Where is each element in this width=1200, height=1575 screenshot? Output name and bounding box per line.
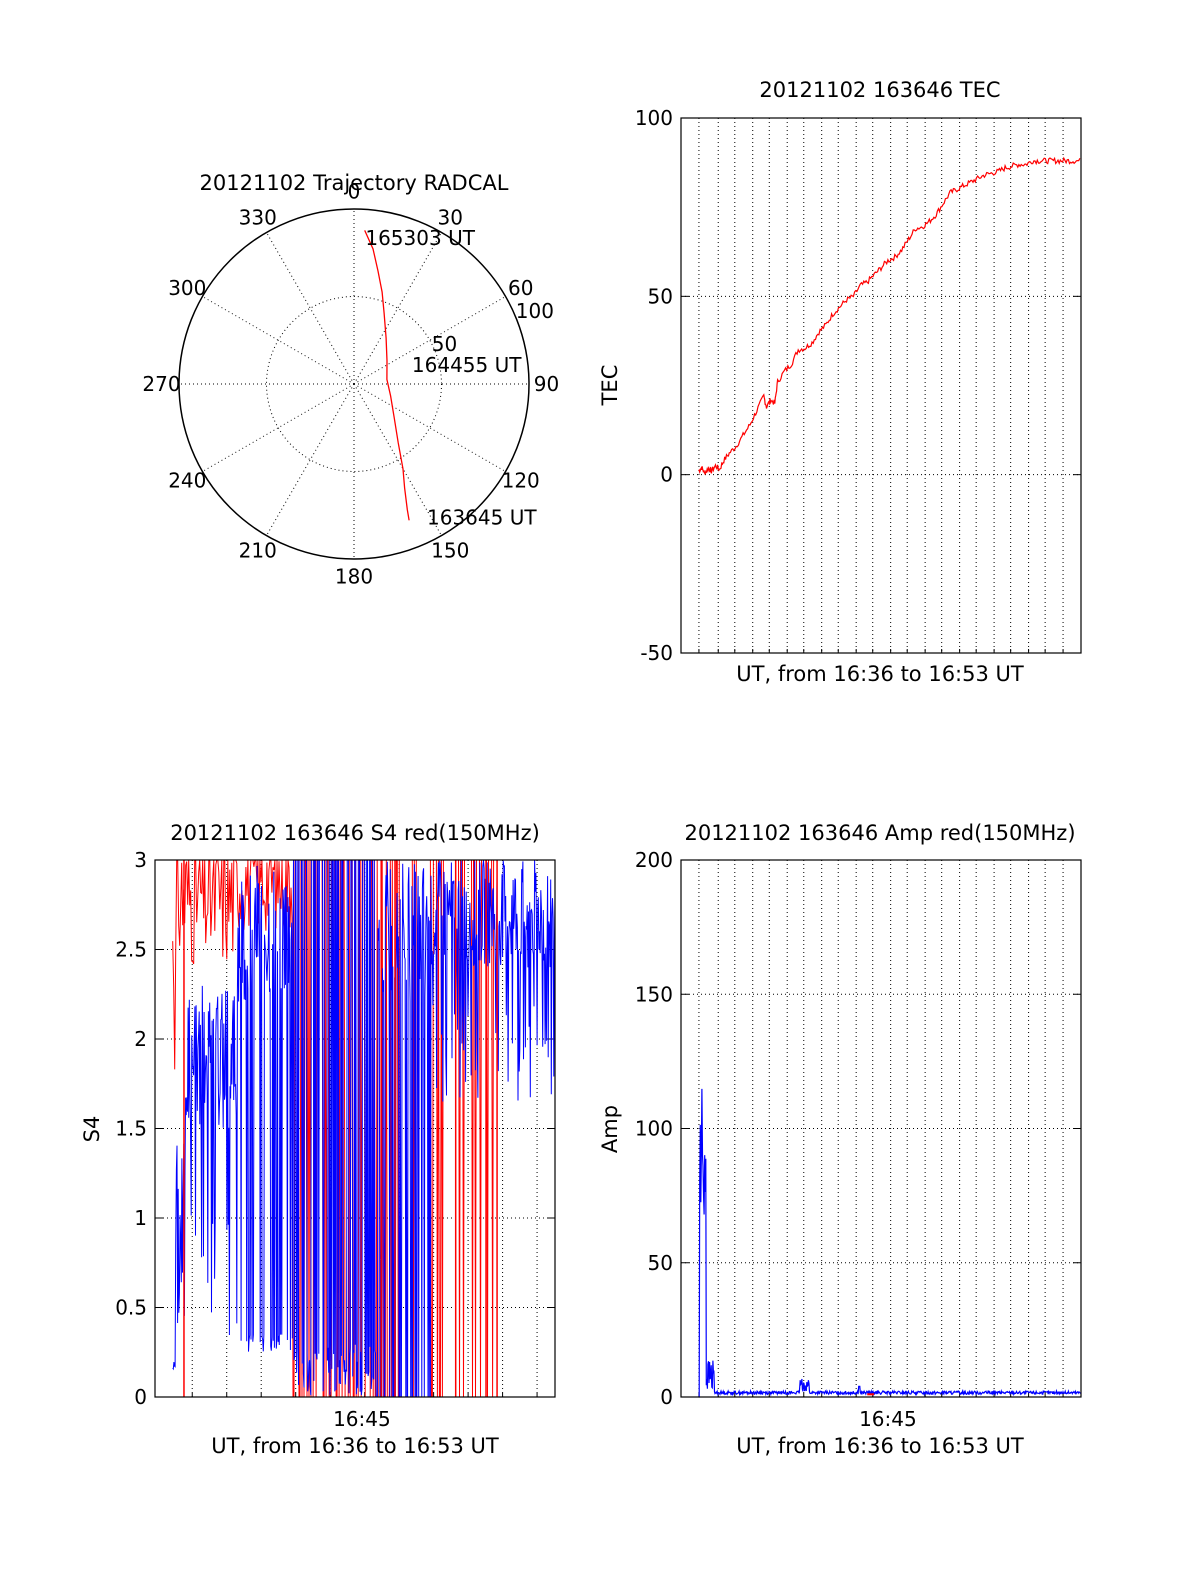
amp-series	[698, 1088, 1081, 1398]
polar-angle-label: 90	[534, 372, 559, 396]
tec-ytick-label: 100	[635, 106, 673, 130]
amp-ytick-label: 100	[635, 1117, 673, 1141]
polar-spoke	[266, 232, 355, 385]
polar-angle-label: 0	[348, 180, 361, 204]
tec-ytick-label: 0	[660, 463, 673, 487]
tec-ytick-label: -50	[640, 641, 673, 665]
trajectory-annotations: 165303 UT 164455 UT 163645 UT	[365, 226, 537, 530]
s4-ytick-label: 2.5	[115, 938, 147, 962]
s4-plot-frame	[154, 859, 556, 1398]
s4-ytick-label: 0	[134, 1385, 147, 1409]
trajectory-series	[364, 230, 410, 521]
trajectory-annotation: 164455 UT	[412, 353, 522, 377]
amp-ytick-label: 150	[635, 982, 673, 1006]
amp-ytick-label: 0	[660, 1385, 673, 1409]
trajectory-annotation: 163645 UT	[427, 505, 537, 529]
polar-angle-label: 30	[438, 205, 463, 229]
tec-chart-panel: 20121102 163646 TEC UT, from 16:36 to 16…	[598, 78, 1082, 686]
polar-radial-tick: 100	[516, 299, 554, 323]
tec-title: 20121102 163646 TEC	[759, 78, 1000, 102]
s4-ytick-label: 3	[134, 848, 147, 872]
polar-angle-label: 150	[431, 539, 469, 563]
polar-angle-label: 270	[142, 372, 180, 396]
polar-angle-labels: 0 30 60 90 120 150 180 210 240 270 300 330	[142, 180, 559, 589]
polar-angle-label: 240	[168, 468, 206, 492]
tec-tick-labels: -50 0 50 100	[635, 106, 673, 665]
amp-xlabel: UT, from 16:36 to 16:53 UT	[736, 1434, 1024, 1458]
polar-angle-label: 300	[168, 276, 206, 300]
s4-tick-labels: 0 0.5 1 1.5 2 2.5 3 16:45	[115, 848, 391, 1431]
s4-ytick-label: 2	[134, 1027, 147, 1051]
s4-title: 20121102 163646 S4 red(150MHz)	[170, 821, 540, 845]
polar-inner-circle	[266, 296, 442, 472]
polar-outer-circle	[178, 208, 530, 560]
s4-xlabel: UT, from 16:36 to 16:53 UT	[211, 1434, 499, 1458]
s4-ytick-label: 0.5	[115, 1296, 147, 1320]
polar-angle-label: 180	[335, 565, 373, 589]
tec-line	[698, 156, 1081, 475]
tec-ytick-label: 50	[648, 284, 673, 308]
polar-spoke	[266, 383, 355, 536]
trajectory-title: 20121102 Trajectory RADCAL	[200, 171, 509, 195]
s4-ytick-label: 1.5	[115, 1117, 147, 1141]
polar-angle-label: 210	[239, 539, 277, 563]
polar-angle-label: 120	[502, 468, 540, 492]
polar-grid	[178, 208, 530, 560]
s4-ytick-label: 1	[134, 1206, 147, 1230]
tec-series	[698, 156, 1081, 475]
amp-title: 20121102 163646 Amp red(150MHz)	[684, 821, 1075, 845]
amp-chart-panel: 20121102 163646 Amp red(150MHz) UT, from…	[598, 821, 1082, 1458]
s4-chart-panel: 20121102 163646 S4 red(150MHz) UT, from …	[80, 821, 556, 1458]
amp-ylabel: Amp	[598, 1105, 622, 1153]
polar-spoke	[353, 383, 506, 472]
trajectory-annotation: 165303 UT	[365, 226, 475, 250]
amp-blue-line	[698, 1088, 1081, 1398]
tec-ylabel: TEC	[598, 365, 622, 407]
tec-plot-frame	[680, 117, 1082, 654]
tec-xlabel: UT, from 16:36 to 16:53 UT	[736, 662, 1024, 686]
polar-angle-label: 330	[239, 205, 277, 229]
trajectory-line	[364, 230, 410, 521]
polar-radial-tick: 50	[432, 332, 457, 356]
amp-xtick-label: 16:45	[859, 1407, 917, 1431]
tec-grid	[681, 117, 1081, 654]
polar-angle-label: 60	[508, 276, 533, 300]
amp-tick-labels: 0 50 100 150 200 16:45	[635, 848, 917, 1431]
trajectory-polar-panel: 20121102 Trajectory RADCAL 0 30 60 90 120 150…	[142, 171, 559, 589]
amp-grid	[681, 859, 1081, 1398]
amp-ytick-label: 200	[635, 848, 673, 872]
polar-radial-ticks: 50 100	[432, 299, 554, 356]
amp-ytick-label: 50	[648, 1251, 673, 1275]
amp-plot-frame	[680, 859, 1082, 1398]
s4-ylabel: S4	[80, 1116, 104, 1143]
s4-xtick-label: 16:45	[333, 1407, 391, 1431]
